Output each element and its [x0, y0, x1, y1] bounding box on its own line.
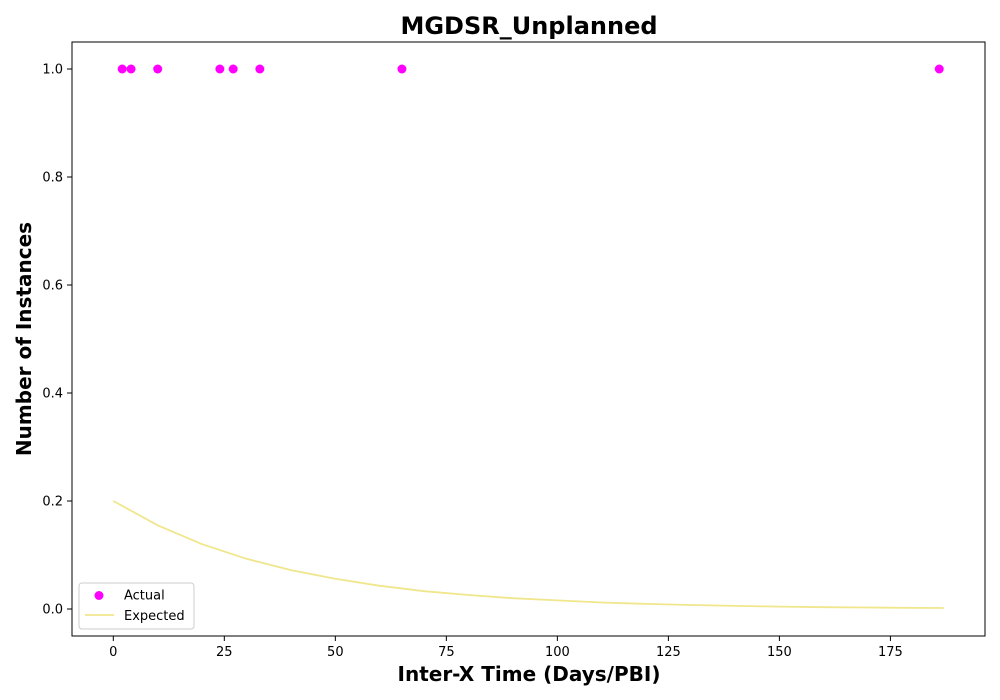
x-tick-label: 25	[216, 645, 233, 660]
actual-point	[397, 64, 407, 74]
plot-area	[112, 64, 944, 609]
y-tick-label: 0.0	[42, 603, 63, 618]
legend-actual-label: Actual	[124, 589, 165, 604]
actual-point	[215, 64, 225, 74]
plot-frame	[71, 41, 986, 637]
x-axis-label: Inter-X Time (Days/PBI)	[398, 662, 661, 686]
actual-point	[117, 64, 127, 74]
y-tick-label: 0.6	[42, 279, 63, 294]
y-axis-label: Number of Instances	[12, 222, 36, 456]
actual-point	[255, 64, 265, 74]
legend-expected-label: Expected	[124, 609, 185, 624]
x-tick-label: 150	[767, 645, 792, 660]
y-tick-label: 0.4	[42, 387, 63, 402]
actual-point	[934, 64, 944, 74]
actual-point	[228, 64, 238, 74]
y-tick-label: 1.0	[42, 63, 63, 78]
x-tick-label: 75	[438, 645, 455, 660]
x-tick-label: 50	[327, 645, 344, 660]
legend: Actual Expected	[78, 582, 195, 630]
x-tick-label: 175	[878, 645, 903, 660]
y-axis: 0.0 0.2 0.4 0.6 0.8 1.0	[42, 63, 72, 618]
x-tick-label: 0	[109, 645, 117, 660]
expected-series-line	[112, 500, 944, 609]
y-tick-label: 0.2	[42, 495, 63, 510]
x-axis: 0 25 50 75 100 125 150 175	[109, 636, 903, 660]
chart-title: MGDSR_Unplanned	[400, 12, 657, 40]
legend-actual-marker	[94, 591, 104, 600]
actual-point	[126, 64, 136, 74]
x-tick-label: 125	[656, 645, 681, 660]
actual-point	[153, 64, 163, 74]
legend-frame	[78, 582, 195, 630]
y-tick-label: 0.8	[42, 171, 63, 186]
x-tick-label: 100	[545, 645, 570, 660]
